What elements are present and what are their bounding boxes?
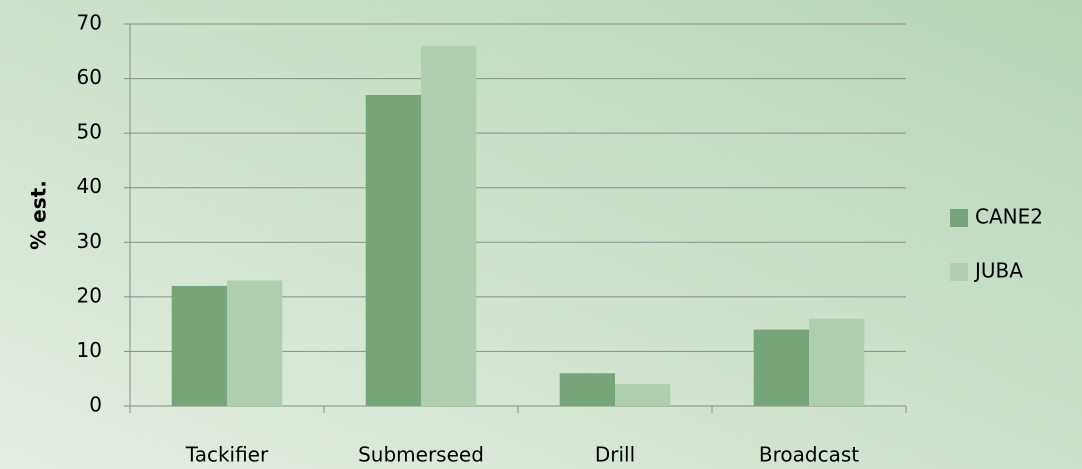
x-tick-label: Submerseed [358,443,484,467]
y-tick-label: 50 [77,120,102,144]
bar [227,280,283,406]
bar [809,318,865,406]
y-tick-label: 40 [77,174,102,198]
bar [559,373,615,406]
x-tick-label: Tackifier [185,443,269,467]
legend-label: JUBA [973,259,1023,283]
y-tick-label: 20 [77,283,102,307]
bar [615,384,671,406]
y-tick-label: 70 [77,11,102,35]
y-axis-label: % est. [27,180,51,250]
y-tick-label: 60 [77,65,102,89]
legend-label: CANE2 [975,205,1043,229]
bar [365,94,421,406]
bar [421,45,477,406]
legend-swatch [950,209,968,227]
bar [753,329,809,406]
y-tick-label: 30 [77,229,102,253]
legend-swatch [950,263,968,281]
bar [171,285,227,406]
y-tick-label: 0 [89,393,102,417]
x-tick-label: Drill [595,443,635,467]
x-tick-label: Broadcast [759,443,859,467]
y-tick-label: 10 [77,338,102,362]
